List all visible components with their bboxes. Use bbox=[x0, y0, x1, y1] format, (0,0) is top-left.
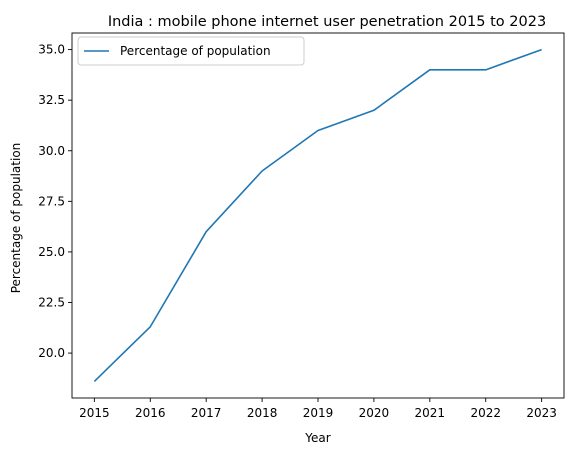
y-tick-label: 20.0 bbox=[38, 346, 65, 360]
x-tick-label: 2020 bbox=[359, 406, 390, 420]
x-tick-label: 2022 bbox=[470, 406, 501, 420]
y-tick-label: 25.0 bbox=[38, 245, 65, 259]
legend-label: Percentage of population bbox=[120, 44, 271, 58]
x-tick-label: 2021 bbox=[415, 406, 446, 420]
x-tick-label: 2016 bbox=[135, 406, 166, 420]
x-axis-label: Year bbox=[304, 431, 330, 445]
x-tick-label: 2015 bbox=[79, 406, 110, 420]
y-tick-label: 32.5 bbox=[38, 93, 65, 107]
chart-title: India : mobile phone internet user penet… bbox=[108, 14, 546, 30]
legend: Percentage of population bbox=[77, 36, 305, 66]
axes-frame bbox=[71, 32, 565, 399]
y-tick-label: 27.5 bbox=[38, 194, 65, 208]
y-tick-label: 22.5 bbox=[38, 296, 65, 310]
x-tick-label: 2023 bbox=[526, 406, 557, 420]
y-axis: 20.0 22.5 25.0 27.5 30.0 32.5 35.0 bbox=[38, 43, 72, 360]
y-tick-label: 30.0 bbox=[38, 144, 65, 158]
legend-box bbox=[77, 36, 305, 66]
x-tick-label: 2017 bbox=[191, 406, 222, 420]
x-tick-label: 2018 bbox=[247, 406, 278, 420]
plot-area bbox=[71, 32, 565, 399]
x-tick-label: 2019 bbox=[303, 406, 334, 420]
x-axis: 2015 2016 2017 2018 2019 2020 2021 2022 2023 bbox=[79, 398, 557, 420]
y-axis-label: Percentage of population bbox=[9, 143, 23, 294]
y-tick-label: 35.0 bbox=[38, 43, 65, 57]
series-line-0 bbox=[93, 48, 542, 382]
